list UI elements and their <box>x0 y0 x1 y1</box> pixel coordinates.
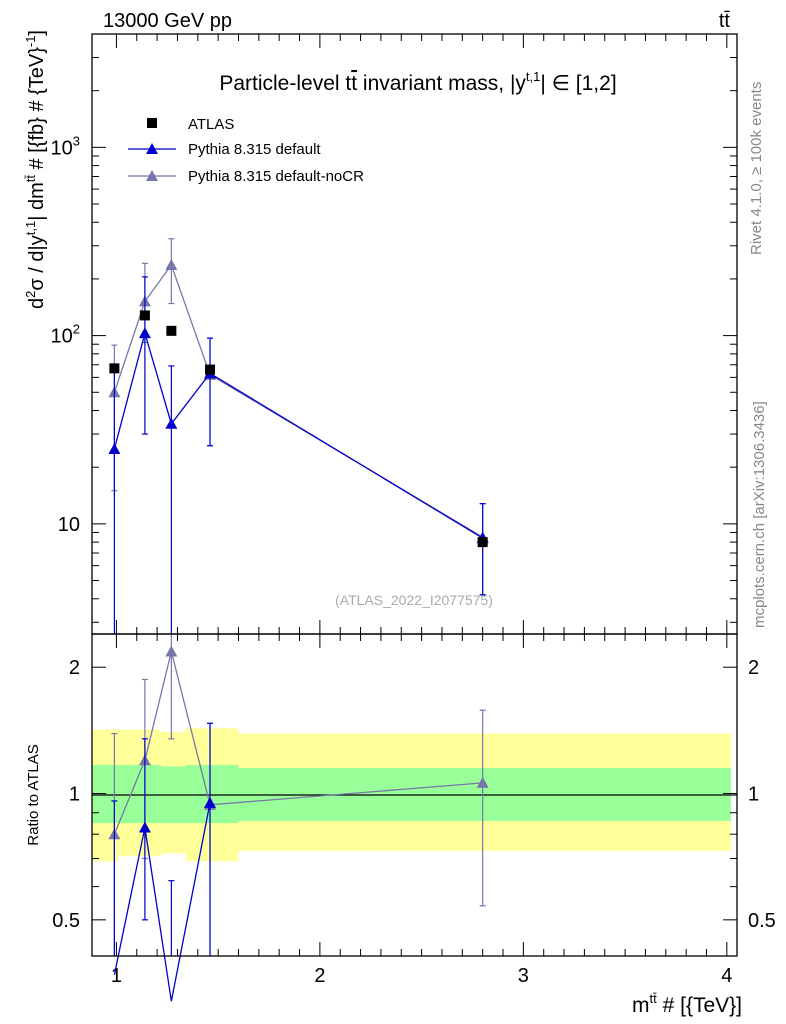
band-inner <box>118 764 162 824</box>
ylabel-sup2: 2 <box>23 291 38 298</box>
x-axis-label: mtt̄ # [{TeV}] <box>632 991 742 1017</box>
x-tick-label-3: 4 <box>721 965 732 987</box>
mcplots-label: mcplots.cern.ch [arXiv:1306.3436] <box>751 401 768 628</box>
analysis-watermark: (ATLAS_2022_I2077575) <box>335 592 493 608</box>
plot-title: Particle-level tt invariant mass, |yt,1|… <box>219 69 616 95</box>
point-default <box>108 442 121 454</box>
title-mid: invariant mass, |y <box>357 72 526 95</box>
title-tail: | ∈ [1,2] <box>540 72 616 95</box>
tick-exponent: 3 <box>73 133 80 148</box>
header-energy-label: 13000 GeV pp <box>103 10 232 32</box>
ratio-series-layer <box>108 634 489 1002</box>
point-nocr <box>165 259 178 271</box>
point-atlas <box>477 537 488 548</box>
main-axis-ticks <box>92 33 737 634</box>
ylabel-close: ] <box>26 30 48 36</box>
band-inner <box>185 764 239 824</box>
ratio-line-default <box>113 802 211 1002</box>
point-atlas <box>205 364 216 375</box>
ratio-tick-labels: 0.5 0.5 1 1 2 2 1 2 3 4 <box>52 657 776 987</box>
x-tick-label-0: 1 <box>111 965 122 987</box>
ratio-y-tick-label-right-1: 1 <box>748 784 759 806</box>
ratio-point-nocr <box>476 776 489 788</box>
header-process-label: tt̄ <box>719 10 731 32</box>
title-sup: t,1 <box>526 69 540 84</box>
x-tick-label-2: 3 <box>518 965 529 987</box>
main-y-tick-label-1: 102 <box>51 322 80 348</box>
title-lead: Particle-level t <box>219 72 351 95</box>
ratio-point-nocr <box>165 645 178 657</box>
tick-base: 10 <box>51 326 73 348</box>
point-default <box>138 327 151 339</box>
point-atlas <box>109 363 120 374</box>
ratio-point-default <box>138 821 151 833</box>
ratio-axis-ticks <box>92 634 737 956</box>
point-atlas <box>166 325 177 336</box>
ylabel-sup-t1: t,1 <box>23 221 38 235</box>
tick-base: 10 <box>51 137 73 159</box>
ylabel-body: σ / d|y <box>26 235 48 290</box>
ylabel-sup-m1: -1 <box>23 36 38 48</box>
legend-marker-nocr <box>146 170 158 181</box>
ratio-y-tick-label-right-2: 2 <box>748 657 759 679</box>
main-y-tick-label-0: 10 <box>58 514 80 536</box>
xlabel-base: m <box>632 994 650 1017</box>
legend-label-atlas: ATLAS <box>188 116 234 133</box>
series-line-nocr <box>113 263 483 538</box>
ratio-y-axis-label: Ratio to ATLAS <box>25 744 42 845</box>
rivet-version-label: Rivet 4.1.0, ≥ 100k events <box>748 82 765 255</box>
series-line-default <box>113 330 483 539</box>
legend-label-default: Pythia 8.315 default <box>188 141 321 158</box>
point-atlas <box>139 310 150 321</box>
tick-base: 10 <box>58 514 80 536</box>
legend-marker-default <box>146 143 158 154</box>
legend-label-nocr: Pythia 8.315 default-noCR <box>188 168 364 185</box>
ylabel-sup-tt: tt̄ <box>23 175 38 183</box>
x-tick-label-1: 2 <box>314 965 325 987</box>
ratio-panel: 0.5 0.5 1 1 2 2 1 2 3 4 Ratio to ATLAS mtt̄ # [{T… <box>25 633 776 1017</box>
ylabel-mid: | dm <box>26 182 48 221</box>
main-y-tick-label-2: 103 <box>51 133 80 159</box>
main-y-axis-label: d2σ / d|yt,1| dmtt̄ # [{fb} # {TeV}-1] <box>23 30 48 309</box>
legend-marker-atlas <box>147 118 157 128</box>
ratio-plot-frame <box>91 633 738 957</box>
ylabel-d: d <box>26 298 48 309</box>
title-tbar: t <box>351 72 357 95</box>
ylabel-tail: # [{fb} # {TeV} <box>26 47 48 175</box>
ratio-y-tick-label-left-0: 0.5 <box>52 910 80 932</box>
xlabel-tail: # [{TeV}] <box>657 994 742 1017</box>
ratio-y-tick-label-left-2: 2 <box>69 657 80 679</box>
point-default <box>165 417 178 429</box>
ratio-y-tick-label-right-0: 0.5 <box>748 910 776 932</box>
xlabel-sup: tt̄ <box>650 991 658 1006</box>
tick-exponent: 2 <box>73 322 80 337</box>
main-series-layer <box>108 238 489 634</box>
legend: ATLAS Pythia 8.315 default Pythia 8.315 … <box>128 116 364 185</box>
ratio-point-default <box>204 796 217 808</box>
ratio-y-tick-label-left-1: 1 <box>69 784 80 806</box>
